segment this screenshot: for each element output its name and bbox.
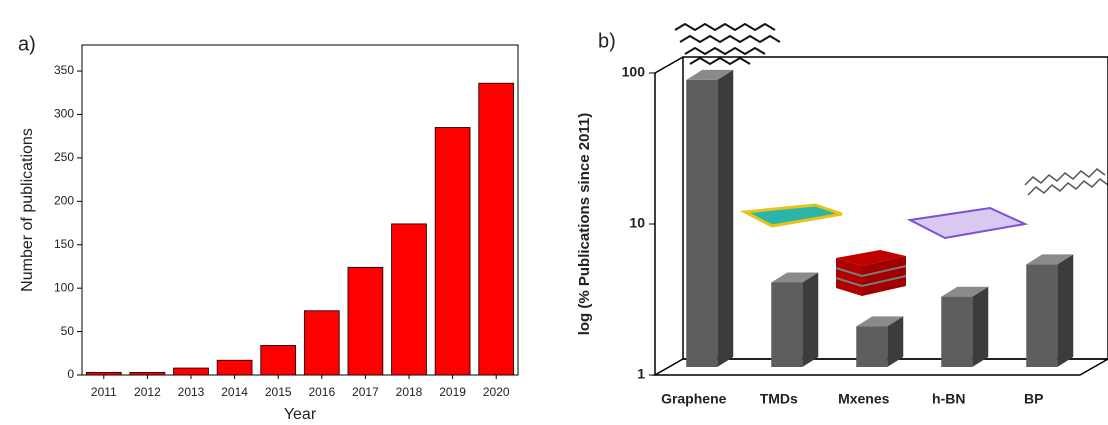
bar (261, 345, 296, 375)
bar-side (802, 272, 818, 367)
y-tick-label: 100 (54, 280, 74, 294)
bar (392, 224, 427, 375)
bar (348, 267, 383, 375)
x-tick-label: 2018 (396, 385, 423, 399)
hbn-illustration (910, 208, 1025, 238)
x-tick-label: h-BN (932, 391, 965, 407)
bar (304, 311, 339, 375)
y-tick-label: 100 (622, 64, 646, 80)
bp-illustration (1025, 169, 1108, 195)
y-tick-label: 10 (629, 215, 645, 231)
bar (686, 80, 717, 367)
x-axis-label: Year (284, 406, 317, 423)
panel-label: b) (598, 30, 616, 52)
bar-side (717, 70, 733, 367)
bar (217, 360, 252, 375)
bar (435, 128, 470, 376)
y-tick-label: 50 (61, 324, 75, 338)
mxene-illustration (836, 250, 906, 296)
bar (174, 368, 209, 375)
panel-label: a) (18, 33, 36, 55)
y-tick-label: 1 (637, 366, 645, 382)
bar (479, 83, 514, 375)
bar (941, 297, 972, 367)
bar (856, 326, 887, 367)
tmd-illustration (745, 205, 842, 226)
bar-side (972, 287, 988, 367)
x-tick-label: TMDs (760, 391, 798, 407)
y-tick-label: 200 (54, 193, 74, 207)
bar (771, 282, 802, 367)
y-axis-label: log (% Publications since 2011) (576, 113, 593, 336)
y-tick-label: 250 (54, 150, 74, 164)
x-tick-label: BP (1024, 391, 1043, 407)
x-tick-label: Graphene (661, 391, 727, 407)
x-tick-label: 2019 (439, 385, 466, 399)
x-tick-label: 2012 (134, 385, 161, 399)
x-tick-label: 2020 (483, 385, 510, 399)
y-axis-label: Number of publications (19, 128, 36, 292)
x-tick-label: 2014 (221, 385, 248, 399)
y-tick-label: 300 (54, 107, 74, 121)
wall-edge (655, 57, 683, 73)
figure: a) Number of publications 0 50 100 150 200 250 3… (0, 0, 1108, 425)
y-tick-label: 350 (54, 63, 74, 77)
x-tick-label: 2011 (91, 385, 117, 399)
x-tick-label: 2013 (178, 385, 205, 399)
bar-side (1057, 254, 1073, 367)
x-tick-label: 2016 (308, 385, 335, 399)
x-tick-label: 2017 (352, 385, 379, 399)
y-tick-label: 150 (54, 237, 74, 251)
bar (1026, 264, 1057, 367)
bar (86, 372, 121, 375)
x-tick-label: Mxenes (838, 391, 890, 407)
graphene-illustration (675, 24, 780, 64)
bar (130, 372, 165, 375)
y-tick-label: 0 (67, 367, 74, 381)
x-tick-label: 2015 (265, 385, 292, 399)
